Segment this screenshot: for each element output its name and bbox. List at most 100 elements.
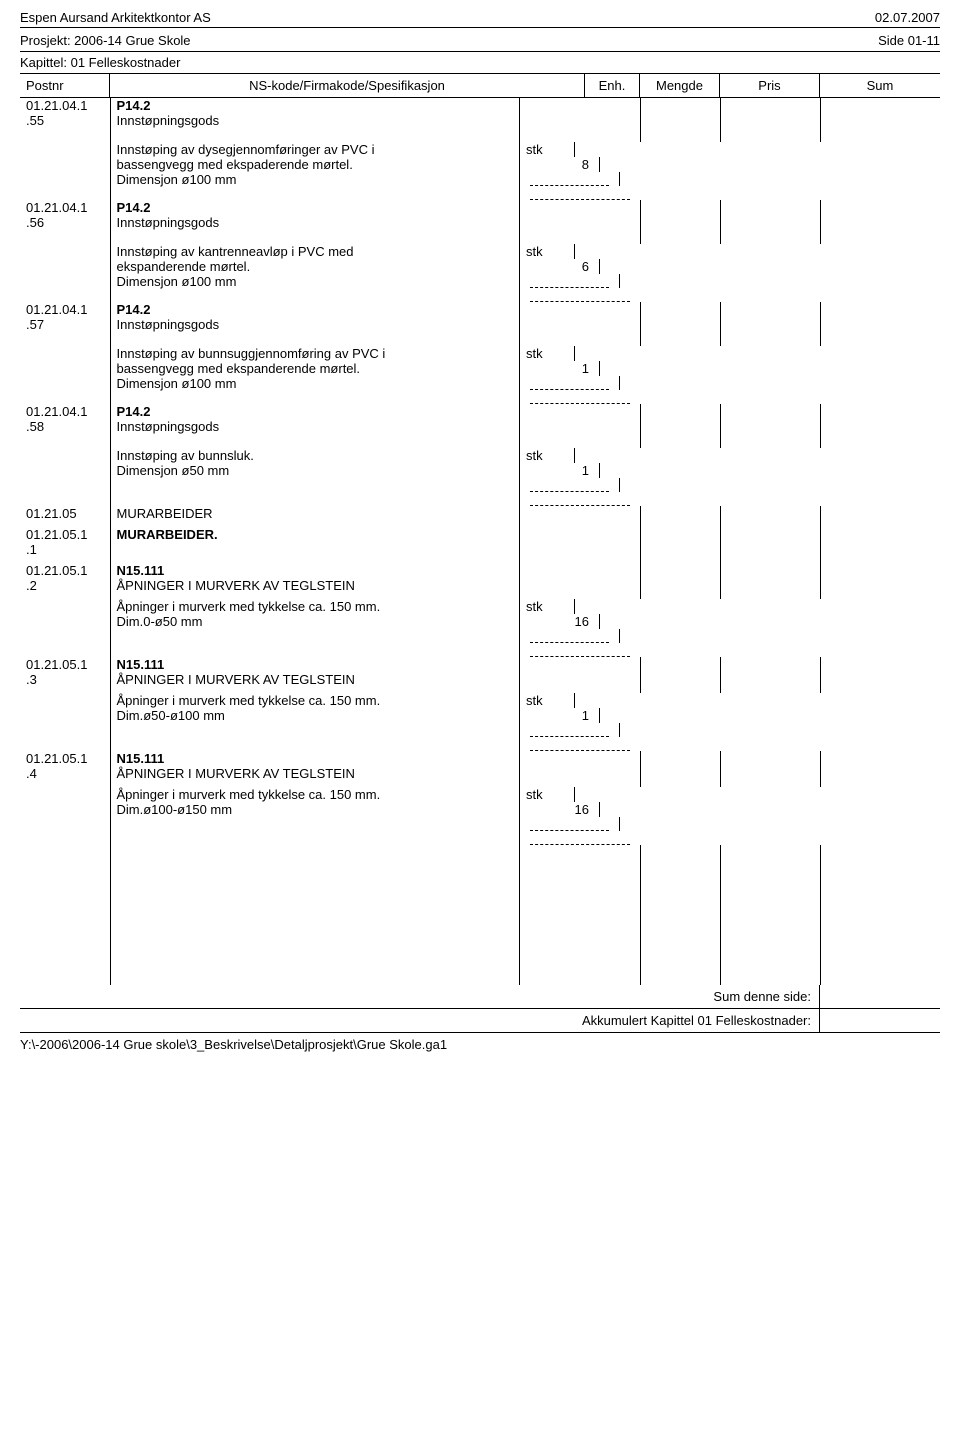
table-body: 01.21.04.1 .55P14.2InnstøpningsgodsInnst…	[20, 98, 940, 985]
spec-text: MURARBEIDER	[117, 506, 213, 521]
cell-mengde	[640, 563, 720, 593]
table-row: Innstøping av bunnsuggjennomføring av PV…	[20, 346, 940, 404]
col-header-sum: Sum	[820, 74, 940, 97]
cell-pris	[720, 506, 820, 521]
cell-pris	[520, 478, 620, 492]
spacer-row	[20, 434, 940, 448]
cell-mengde	[640, 527, 720, 557]
cell-mengde	[640, 506, 720, 521]
cell-mengde: 16	[520, 614, 600, 629]
spec-code: P14.2	[117, 302, 151, 317]
cell-sum	[520, 390, 640, 404]
cell-enh	[520, 404, 641, 434]
cell-pris	[520, 376, 620, 390]
spec-text: Innstøping av bunnsuggjennomføring av PV…	[117, 346, 386, 391]
spec-text: Innstøping av bunnsluk. Dimensjon ø50 mm	[117, 448, 254, 478]
cell-enh	[520, 563, 641, 593]
cell-spec: N15.111ÅPNINGER I MURVERK AV TEGLSTEIN	[110, 751, 520, 781]
cell-spec: Innstøping av bunnsuggjennomføring av PV…	[110, 346, 520, 404]
cell-postnr	[20, 599, 110, 657]
company-name: Espen Aursand Arkitektkontor AS	[20, 10, 211, 25]
spec-text: Åpninger i murverk med tykkelse ca. 150 …	[117, 693, 381, 723]
dash-line	[530, 288, 630, 302]
spec-text: Innstøpningsgods	[117, 113, 220, 128]
cell-enh	[520, 506, 641, 521]
table-row: Åpninger i murverk med tykkelse ca. 150 …	[20, 599, 940, 657]
cell-sum	[820, 657, 940, 687]
cell-enh	[520, 302, 641, 332]
cell-sum	[520, 831, 640, 845]
cell-mengde: 1	[520, 463, 600, 478]
cell-spec: P14.2Innstøpningsgods	[110, 302, 520, 332]
cell-spec: Innstøping av dysegjennomføringer av PVC…	[110, 142, 520, 200]
cell-mengde: 16	[520, 802, 600, 817]
cell-pris	[720, 200, 820, 230]
cell-sum	[820, 751, 940, 781]
cell-sum	[520, 186, 640, 200]
cell-postnr	[20, 693, 110, 751]
cell-postnr	[20, 448, 110, 506]
cell-postnr	[20, 346, 110, 404]
cell-mengde: 1	[520, 361, 600, 376]
cell-mengde	[640, 751, 720, 781]
cell-enh: stk	[520, 448, 575, 463]
cell-enh: stk	[520, 599, 575, 614]
cell-mengde	[640, 404, 720, 434]
table-row: 01.21.05.1 .2N15.111ÅPNINGER I MURVERK A…	[20, 563, 940, 593]
cell-enh	[520, 657, 641, 687]
cell-sum	[820, 98, 940, 128]
cell-pris	[720, 751, 820, 781]
cell-spec: Åpninger i murverk med tykkelse ca. 150 …	[110, 599, 520, 657]
cell-mengde	[640, 657, 720, 687]
cell-spec: MURARBEIDER.	[110, 527, 520, 557]
cell-postnr	[20, 142, 110, 200]
cell-sum	[820, 302, 940, 332]
cell-pris	[720, 302, 820, 332]
table-row: Åpninger i murverk med tykkelse ca. 150 …	[20, 693, 940, 751]
table-row: 01.21.04.1 .55P14.2Innstøpningsgods	[20, 98, 940, 128]
spec-text: Åpninger i murverk med tykkelse ca. 150 …	[117, 599, 381, 629]
cell-mengde	[640, 98, 720, 128]
dash-line	[530, 390, 630, 404]
spec-code: N15.111	[117, 751, 165, 766]
cell-spec: Åpninger i murverk med tykkelse ca. 150 …	[110, 787, 520, 845]
cell-sum	[820, 200, 940, 230]
cell-pris	[720, 527, 820, 557]
col-header-mengde: Mengde	[640, 74, 720, 97]
cell-spec: Innstøping av kantrenneavløp i PVC med e…	[110, 244, 520, 302]
footer-sum-page-row: Sum denne side:	[20, 985, 940, 1008]
cell-sum	[520, 643, 640, 657]
footer-sum-chapter-row: Akkumulert Kapittel 01 Felleskostnader:	[20, 1008, 940, 1032]
table-row: 01.21.05 MURARBEIDER	[20, 506, 940, 521]
cell-spec: P14.2Innstøpningsgods	[110, 200, 520, 230]
cell-postnr: 01.21.04.1 .57	[20, 302, 110, 332]
cell-mengde	[640, 302, 720, 332]
project-name: Prosjekt: 2006-14 Grue Skole	[20, 33, 191, 48]
col-header-postnr: Postnr	[20, 74, 110, 97]
spec-code: MURARBEIDER.	[117, 527, 218, 542]
cell-pris	[520, 629, 620, 643]
cell-pris	[720, 657, 820, 687]
dash-line	[530, 643, 630, 657]
cell-postnr: 01.21.05.1 .2	[20, 563, 110, 593]
dash-line	[530, 376, 609, 390]
dash-line	[530, 737, 630, 751]
spacer-row	[20, 230, 940, 244]
spec-text: Innstøpningsgods	[117, 419, 220, 434]
spec-text: Innstøpningsgods	[117, 215, 220, 230]
dash-line	[530, 629, 609, 643]
table-row: 01.21.05.1 .3N15.111ÅPNINGER I MURVERK A…	[20, 657, 940, 687]
cell-pris	[520, 723, 620, 737]
cell-postnr: 01.21.05.1 .1	[20, 527, 110, 557]
date: 02.07.2007	[875, 10, 940, 25]
cell-postnr: 01.21.05	[20, 506, 110, 521]
dash-line	[530, 274, 609, 288]
table-header: Postnr NS-kode/Firmakode/Spesifikasjon E…	[20, 74, 940, 98]
table-row: Innstøping av kantrenneavløp i PVC med e…	[20, 244, 940, 302]
table-row: 01.21.04.1 .57P14.2Innstøpningsgods	[20, 302, 940, 332]
cell-pris	[720, 563, 820, 593]
spec-text: ÅPNINGER I MURVERK AV TEGLSTEIN	[117, 766, 355, 781]
project-row: Prosjekt: 2006-14 Grue Skole Side 01-11	[20, 30, 940, 52]
col-header-spec: NS-kode/Firmakode/Spesifikasjon	[110, 74, 585, 97]
cell-sum	[820, 563, 940, 593]
